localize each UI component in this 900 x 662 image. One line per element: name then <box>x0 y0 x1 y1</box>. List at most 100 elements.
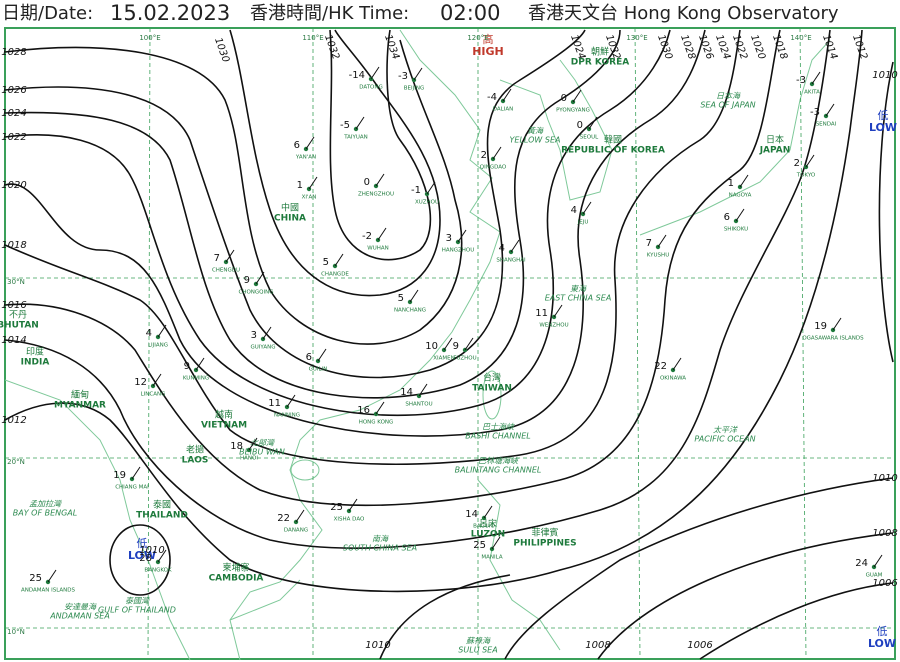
station-temp: 2 <box>481 150 487 161</box>
station-temp: 6 <box>724 212 730 223</box>
station-temp: 11 <box>268 398 281 409</box>
wind-barb <box>225 249 235 263</box>
station-temp: 18 <box>230 441 243 452</box>
wind-barb <box>348 498 358 512</box>
region-name: DPR KOREA <box>571 58 629 68</box>
station-name: PYONGYANG <box>556 108 590 114</box>
isobar-label: 1026 <box>1 85 26 96</box>
isobar-label: 1010 <box>872 473 897 484</box>
wind-barb <box>502 88 512 102</box>
isobar <box>4 29 671 417</box>
station-temp: -1 <box>411 185 421 196</box>
station-name: BEIJING <box>404 86 425 92</box>
sea-name: BEIBU WAN <box>239 448 285 457</box>
wind-barb <box>157 549 167 563</box>
pressure-label: LOW <box>869 121 897 134</box>
wind-barb <box>588 116 598 130</box>
region-name: JAPAN <box>759 146 791 156</box>
station-name: BANGKOK <box>144 568 172 574</box>
station-name: ZHENGZHOU <box>358 192 394 198</box>
station-name: DALIAN <box>493 107 513 113</box>
station-name: HANOI <box>240 456 258 462</box>
region-zh: 越南 <box>215 409 233 421</box>
isobar <box>4 29 781 507</box>
isobar-label: 1006 <box>872 578 897 589</box>
coast-china <box>229 29 501 661</box>
grid-label: 30°N <box>7 278 25 286</box>
station-name: XISHA DAO <box>334 517 365 523</box>
sea-name: SULU SEA <box>458 646 497 655</box>
grid-label: 140°E <box>790 34 811 42</box>
wind-barb <box>672 357 682 371</box>
isobar <box>329 29 432 261</box>
sea-name: EAST CHINA SEA <box>545 294 612 303</box>
pressure-zh: 低 <box>878 109 889 122</box>
region-name: TAIWAN <box>472 384 512 394</box>
sea-zh: 蘇祿海 <box>466 637 491 646</box>
wind-barb <box>409 289 419 303</box>
station-name: NANCHANG <box>394 308 426 314</box>
station-temp: 9 <box>244 275 250 286</box>
wind-barb <box>286 394 296 408</box>
sea-zh: 黃海 <box>527 127 544 136</box>
region-name: INDIA <box>21 358 50 368</box>
isobar <box>4 29 621 399</box>
station-temp: 1 <box>728 178 734 189</box>
isobar-label: 1006 <box>687 640 712 651</box>
pressure-zh: 低 <box>137 537 148 550</box>
station-temp: 9 <box>453 341 459 352</box>
coast-japan <box>639 39 831 236</box>
station-name: DANANG <box>284 528 308 534</box>
region-name: BHUTAN <box>0 321 39 331</box>
isobar-label: 1010 <box>139 545 164 556</box>
station-temp: 9 <box>184 361 190 372</box>
sea-zh: 巴林塘海峽 <box>478 457 519 466</box>
station-name: OGASAWARA ISLANDS <box>802 336 864 342</box>
station-name: DATONG <box>359 85 383 91</box>
coast-hainan <box>290 459 320 481</box>
station-temp: -2 <box>362 231 372 242</box>
station-name: LINCANG <box>141 392 166 398</box>
station-temp: 4 <box>499 243 505 254</box>
region-zh: 印度 <box>26 346 44 358</box>
station-temp: 7 <box>214 253 220 264</box>
region-zh: 不丹 <box>9 310 27 321</box>
station-name: BAGUIO <box>473 524 495 530</box>
region-zh: 緬甸 <box>71 389 89 401</box>
isobar-label: 1016 <box>1 300 26 311</box>
station-temp: 0 <box>561 93 567 104</box>
station-temp: 25 <box>330 502 343 513</box>
region-name: LAOS <box>182 456 209 466</box>
sea-zh: 東海 <box>570 285 587 294</box>
station-name: TAIYUAN <box>343 135 368 141</box>
isobar-label: 1018 <box>1 240 26 251</box>
wind-barb <box>443 337 453 351</box>
isobar <box>379 574 511 660</box>
station-name: FUZHOU <box>453 356 476 362</box>
pressure-label: HIGH <box>472 45 504 58</box>
station-temp: 5 <box>323 257 329 268</box>
time-label: 香港時間/HK Time: <box>250 3 409 24</box>
station-temp: 4 <box>571 205 577 216</box>
station-name: OKINAWA <box>660 376 686 382</box>
observatory: 香港天文台 Hong Kong Observatory <box>528 3 839 24</box>
station-temp: -14 <box>349 70 365 81</box>
isobar <box>4 29 863 593</box>
date-label: 日期/Date: <box>2 3 93 24</box>
pressure-label: LOW <box>128 549 156 562</box>
isobar <box>597 532 894 660</box>
wind-barb <box>825 103 835 117</box>
sea-zh: 巴士海峽 <box>482 423 515 432</box>
station-name: NANNING <box>274 413 300 419</box>
sea-zh: 安達曼海 <box>64 603 97 612</box>
sea-zh: 孟加拉灣 <box>29 500 62 509</box>
date: 15.02.2023 <box>110 1 230 25</box>
isobar-label: 1024 <box>1 108 26 119</box>
station-temp: -5 <box>340 120 350 131</box>
sea-name: ANDAMAN SEA <box>49 612 110 621</box>
sea-name: GULF OF THAILAND <box>98 606 176 615</box>
grid-label: 130°E <box>626 34 647 42</box>
station-temp: -4 <box>487 92 497 103</box>
station-name: AKITA <box>804 90 820 96</box>
isobar-label: 1014 <box>1 335 26 346</box>
